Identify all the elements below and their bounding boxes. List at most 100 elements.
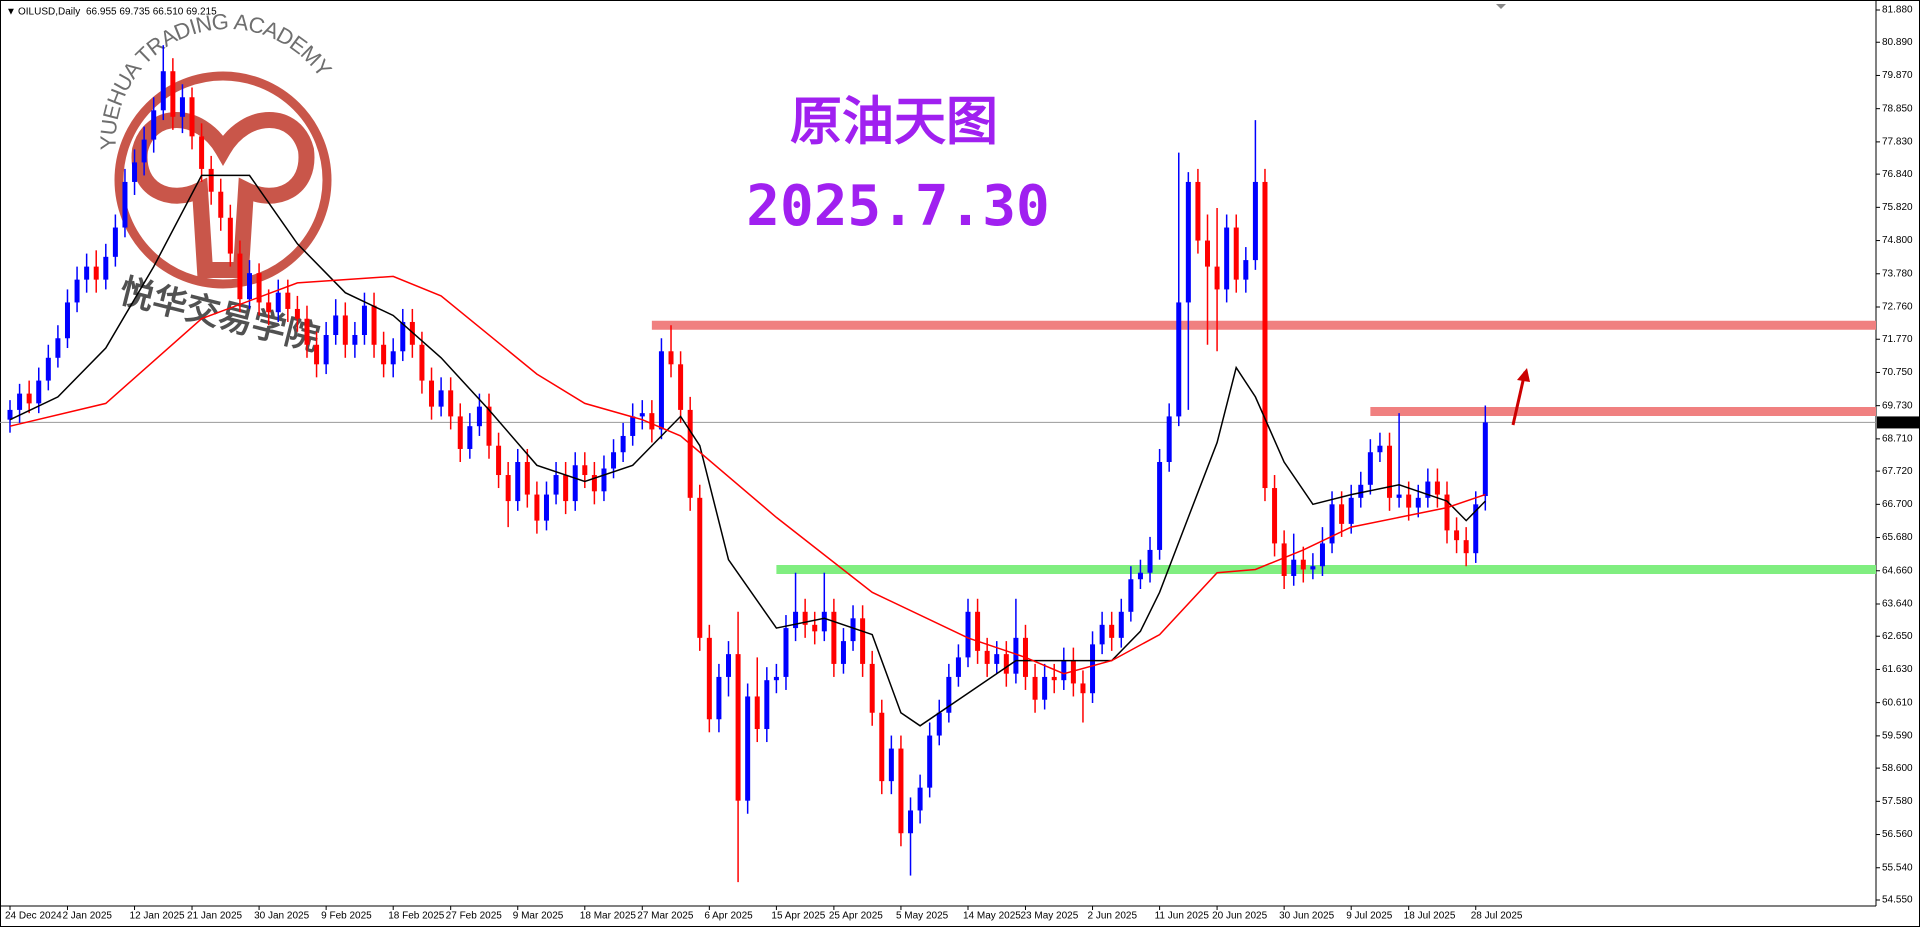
candle-body [141,139,147,163]
candle-body [773,676,779,681]
candle-body [649,413,655,430]
candle-body [1099,624,1105,645]
candle-body [611,452,617,469]
candle-body [975,611,981,651]
candle-body [630,416,636,436]
candle-body [831,611,837,664]
candle-body [1166,416,1172,463]
candle-body [1214,266,1220,290]
candle-body [304,318,310,345]
candle-body [687,409,693,498]
candle-body [850,618,856,642]
x-tick-label: 30 Jan 2025 [254,911,309,922]
candle-body [93,266,99,280]
arrow-head [1517,368,1530,382]
candle-body [486,406,492,446]
candle-body [1090,644,1096,694]
y-tick-label: 72.760 [1882,302,1913,313]
candle-body [1310,566,1316,570]
y-tick-label: 64.660 [1882,565,1913,576]
candle-body [754,696,760,730]
candle-body [237,253,243,300]
current-price-label: 69.215 [1881,417,1912,428]
candle-body [706,637,712,720]
candle-body [122,181,128,228]
candle-body [716,676,722,720]
x-tick-label: 18 Jul 2025 [1404,911,1456,922]
candle-body [1291,559,1297,576]
candle-body [1319,543,1325,567]
candle-body [247,273,252,300]
candle-body [189,97,195,137]
candle-body [1463,540,1469,554]
candle-body [860,618,866,664]
candle-body [179,97,185,117]
y-tick-label: 67.720 [1882,466,1913,477]
y-tick-label: 73.780 [1882,268,1913,279]
candle-body [1252,181,1258,261]
menu-icon: ▼ [6,7,16,18]
logo-ring [114,71,332,289]
x-tick-label: 9 Jul 2025 [1346,911,1393,922]
x-tick-label: 6 Apr 2025 [704,911,753,922]
candle-body [1434,481,1440,495]
candle-body [342,315,348,345]
x-tick-label: 15 Apr 2025 [771,911,825,922]
candle-body [1157,462,1163,550]
candle-body [17,393,23,410]
candle-body [668,351,674,365]
candle-body [563,475,569,502]
candle-body [658,351,664,430]
candle-body [1387,445,1393,498]
candle-body [1128,579,1134,612]
candle-body [7,409,13,420]
candle-body [227,217,233,254]
x-tick-label: 5 May 2025 [896,911,949,922]
x-tick-label: 27 Mar 2025 [637,911,694,922]
y-tick-label: 55.540 [1882,862,1913,873]
candle-body [745,696,751,801]
y-tick-label: 61.630 [1882,664,1913,675]
x-tick-label: 20 Jun 2025 [1212,911,1267,922]
chart-title: 原油天图 [790,92,998,153]
candle-body [333,315,339,335]
candle-body [946,676,952,713]
y-tick-label: 57.580 [1882,796,1913,807]
candle-body [390,351,396,365]
x-tick-label: 24 Dec 2024 [5,911,62,922]
candle-body [1425,481,1431,498]
x-tick-label: 25 Apr 2025 [829,911,883,922]
logo-mark [131,112,315,278]
y-tick-label: 76.840 [1882,169,1913,180]
candle-body [84,266,90,280]
y-tick-label: 70.750 [1882,367,1913,378]
candle-body [888,748,894,782]
candle-body [218,191,224,218]
candle-body [467,426,473,449]
candle-body [1195,181,1201,241]
x-tick-label: 2 Jan 2025 [62,911,112,922]
plot [0,9,1880,910]
candle-body [726,654,731,677]
candle-body [160,71,166,111]
candle-body [361,305,367,335]
candle-body [1051,676,1057,681]
candle-body [74,279,80,303]
candle-body [1367,452,1373,485]
candle-body [26,393,32,404]
candle-body [199,136,205,169]
candle-body [1406,494,1412,508]
ohlc-text: 66.955 69.735 66.510 69.215 [86,7,217,18]
x-tick-label: 28 Jul 2025 [1471,911,1523,922]
candle-body [821,611,827,632]
candle-body [381,344,387,365]
candle-body [735,654,741,801]
candle-body [419,344,425,381]
candle-body [543,494,549,521]
candle-body [697,497,703,638]
candle-body [103,256,109,280]
x-tick-label: 21 Jan 2025 [187,911,242,922]
candle-body [534,494,540,521]
candle-body [1348,497,1354,524]
candle-body [812,624,818,632]
